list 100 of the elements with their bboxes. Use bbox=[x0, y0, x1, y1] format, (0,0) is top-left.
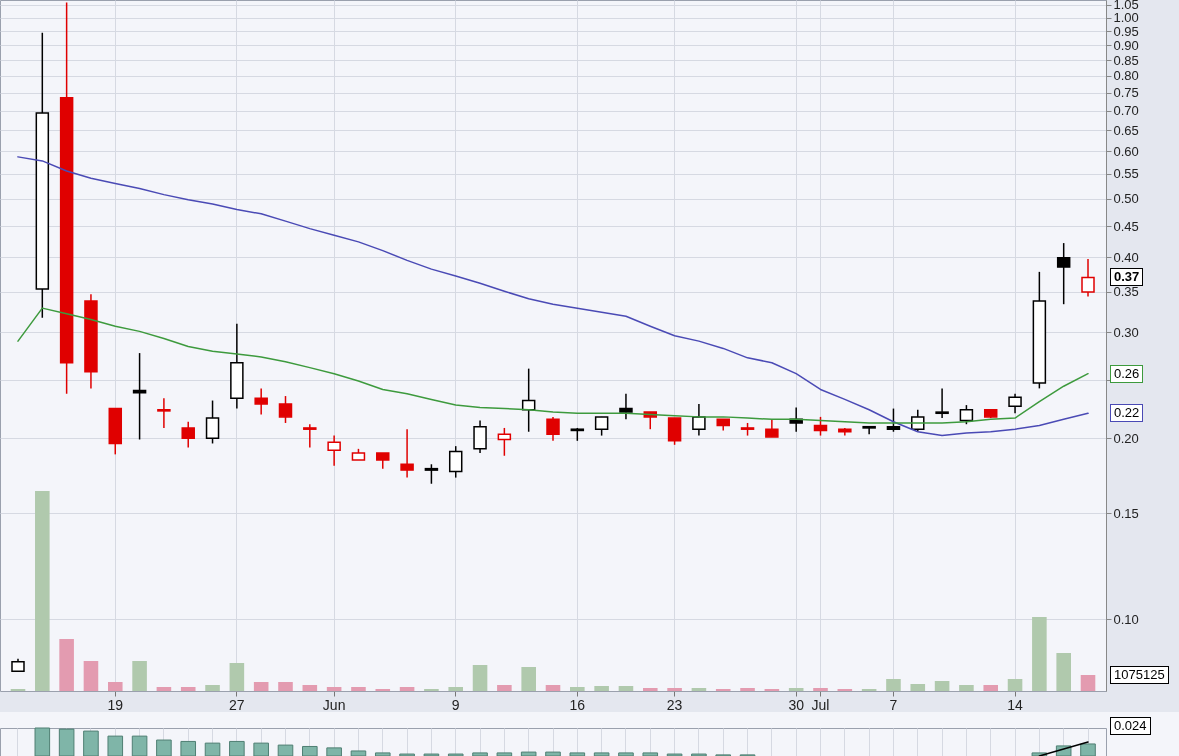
bar bbox=[156, 687, 172, 691]
candlestick bbox=[205, 399, 220, 445]
y-tick-label: 0.30 bbox=[1113, 324, 1139, 340]
bar bbox=[570, 687, 585, 691]
x-tick-label: 16 bbox=[569, 696, 586, 713]
y-tick-label: 0.10 bbox=[1113, 611, 1139, 627]
y-tick-label: 0.35 bbox=[1113, 284, 1139, 300]
bar bbox=[1080, 675, 1096, 691]
candlestick bbox=[473, 419, 487, 454]
bar bbox=[253, 682, 269, 691]
y-tick-label: 0.80 bbox=[1113, 68, 1139, 84]
candlestick bbox=[886, 407, 901, 433]
bar bbox=[326, 687, 342, 691]
bar bbox=[569, 752, 586, 756]
bar bbox=[618, 752, 634, 756]
bar bbox=[229, 663, 245, 691]
bar bbox=[545, 751, 561, 756]
text: 0.26 bbox=[1110, 364, 1144, 383]
y-tick-label: 0.45 bbox=[1113, 218, 1139, 234]
bar bbox=[351, 687, 366, 691]
y-tick-label: 1.00 bbox=[1113, 10, 1139, 26]
bar bbox=[788, 688, 804, 691]
bar bbox=[58, 728, 75, 756]
bar bbox=[35, 491, 50, 691]
bar bbox=[107, 682, 123, 691]
x-tick-label: 7 bbox=[889, 696, 898, 713]
text: 0.024 bbox=[1110, 717, 1151, 735]
candlestick bbox=[448, 445, 463, 479]
y-tick-label: 0.65 bbox=[1113, 122, 1139, 138]
bar bbox=[205, 685, 220, 691]
line-series bbox=[17, 156, 1089, 437]
y-tick-label: 0.20 bbox=[1113, 430, 1139, 446]
bar bbox=[934, 681, 950, 691]
bar bbox=[277, 744, 294, 756]
x-tick-label: 27 bbox=[229, 696, 245, 713]
bar bbox=[1007, 679, 1023, 691]
y-tick-label: 0.95 bbox=[1113, 23, 1139, 39]
x-tick-label: Jun bbox=[322, 696, 346, 713]
y-tick-label: 0.85 bbox=[1113, 52, 1139, 68]
bar bbox=[545, 685, 561, 691]
x-tick-label: Jul bbox=[811, 696, 830, 713]
bar bbox=[520, 751, 537, 756]
candlestick bbox=[1008, 393, 1022, 415]
candlestick bbox=[594, 416, 609, 437]
candlestick bbox=[619, 393, 633, 421]
bar bbox=[594, 686, 609, 691]
candlestick bbox=[1081, 258, 1095, 298]
text: 0.37 bbox=[1110, 268, 1144, 287]
bar bbox=[374, 752, 391, 756]
text: 0.22 bbox=[1110, 404, 1144, 423]
bar bbox=[496, 752, 513, 756]
bar bbox=[107, 735, 124, 756]
candlestick bbox=[959, 404, 974, 425]
bar bbox=[278, 682, 293, 691]
text: 1075125 bbox=[1110, 666, 1169, 684]
bar bbox=[1032, 617, 1047, 691]
bar bbox=[253, 742, 269, 756]
bar bbox=[59, 639, 74, 691]
bar bbox=[302, 685, 318, 691]
candlestick bbox=[278, 395, 293, 424]
y-tick-label: 0.90 bbox=[1113, 37, 1139, 53]
candlestick bbox=[813, 416, 828, 437]
y-tick-label: 0.75 bbox=[1113, 85, 1139, 101]
bar bbox=[472, 665, 488, 691]
bar bbox=[813, 688, 828, 691]
y-tick-label: 0.15 bbox=[1113, 505, 1139, 521]
bar bbox=[131, 735, 148, 756]
x-tick-label: 9 bbox=[451, 696, 460, 713]
candlestick bbox=[667, 417, 682, 446]
y-tick-label: 0.40 bbox=[1113, 249, 1139, 265]
bar bbox=[910, 684, 926, 691]
bar bbox=[34, 727, 51, 756]
bar bbox=[83, 730, 99, 756]
candlestick bbox=[157, 397, 171, 429]
bar bbox=[642, 688, 658, 691]
bar bbox=[691, 688, 707, 691]
bar bbox=[83, 661, 99, 691]
y-tick-label: 0.50 bbox=[1113, 191, 1139, 207]
candlestick bbox=[327, 434, 341, 467]
bar bbox=[642, 752, 659, 756]
bar bbox=[472, 752, 488, 756]
bar bbox=[593, 752, 610, 756]
bar bbox=[1080, 743, 1096, 756]
x-tick-label: 23 bbox=[666, 696, 683, 713]
bar bbox=[399, 687, 415, 691]
y-tick-label: 1.05 bbox=[1113, 0, 1139, 13]
bar bbox=[521, 667, 536, 691]
bar bbox=[448, 687, 464, 691]
candlestick bbox=[1056, 242, 1071, 305]
candlestick bbox=[424, 463, 439, 485]
candlestick bbox=[862, 425, 876, 436]
candlestick bbox=[935, 387, 949, 419]
y-tick-label: 0.60 bbox=[1113, 143, 1139, 159]
bar bbox=[180, 740, 197, 756]
bar bbox=[350, 750, 367, 756]
candlestick bbox=[181, 420, 195, 449]
bar bbox=[204, 742, 221, 756]
y-tick-label: 0.55 bbox=[1113, 166, 1139, 182]
bar bbox=[959, 685, 974, 691]
candlestick bbox=[546, 416, 560, 442]
